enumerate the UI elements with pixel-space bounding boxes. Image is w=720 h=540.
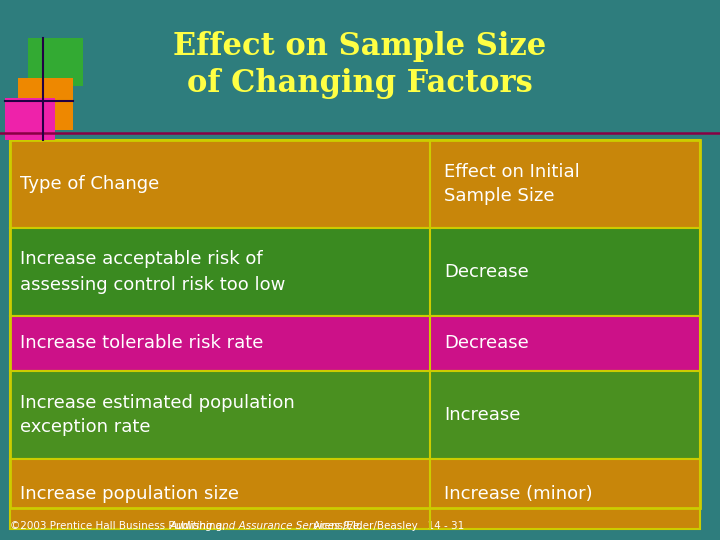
Text: Decrease: Decrease: [444, 334, 528, 353]
Text: Increase tolerable risk rate: Increase tolerable risk rate: [20, 334, 264, 353]
Text: Increase acceptable risk of
assessing control risk too low: Increase acceptable risk of assessing co…: [20, 251, 285, 294]
Text: Increase population size: Increase population size: [20, 485, 239, 503]
Text: Increase (minor): Increase (minor): [444, 485, 593, 503]
Text: ©2003 Prentice Hall Business Publishing,: ©2003 Prentice Hall Business Publishing,: [10, 521, 229, 531]
Bar: [10, 371, 700, 459]
Text: Auditing and Assurance Services 9/e,: Auditing and Assurance Services 9/e,: [170, 521, 364, 531]
FancyBboxPatch shape: [28, 38, 83, 86]
Text: Increase: Increase: [444, 406, 521, 424]
Text: Type of Change: Type of Change: [20, 175, 159, 193]
Text: Decrease: Decrease: [444, 263, 528, 281]
Text: Effect on Sample Size
of Changing Factors: Effect on Sample Size of Changing Factor…: [174, 31, 546, 99]
FancyBboxPatch shape: [18, 78, 73, 130]
Bar: [10, 228, 700, 316]
Text: Effect on Initial
Sample Size: Effect on Initial Sample Size: [444, 163, 580, 205]
Bar: [10, 140, 700, 508]
FancyBboxPatch shape: [5, 98, 55, 140]
Bar: [10, 140, 700, 228]
Text: Increase estimated population
exception rate: Increase estimated population exception …: [20, 394, 294, 436]
Bar: [10, 316, 700, 371]
Text: Arens/Elder/Beasley   14 - 31: Arens/Elder/Beasley 14 - 31: [310, 521, 464, 531]
Bar: [10, 459, 700, 529]
